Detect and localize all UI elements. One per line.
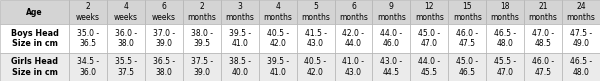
- Text: 45.0 -
47.0: 45.0 - 47.0: [418, 29, 440, 48]
- Text: 35.5 -
37.5: 35.5 - 37.5: [115, 57, 137, 77]
- Text: 5
months: 5 months: [301, 2, 330, 22]
- Text: 46.5 -
48.0: 46.5 - 48.0: [570, 57, 592, 77]
- Bar: [259, 24, 296, 53]
- Bar: [145, 24, 183, 53]
- Text: 6
months: 6 months: [339, 2, 368, 22]
- Bar: [259, 53, 296, 81]
- Bar: [107, 24, 145, 53]
- Bar: [335, 0, 373, 24]
- Bar: [0, 24, 69, 53]
- Bar: [524, 0, 562, 24]
- Text: 21
months: 21 months: [529, 2, 557, 22]
- Bar: [410, 53, 448, 81]
- Text: 37.5 -
39.0: 37.5 - 39.0: [191, 57, 213, 77]
- Text: 34.5 -
36.0: 34.5 - 36.0: [77, 57, 99, 77]
- Text: 46.0 -
47.5: 46.0 - 47.5: [456, 29, 478, 48]
- Bar: [145, 0, 183, 24]
- Text: 41.5 -
43.0: 41.5 - 43.0: [305, 29, 326, 48]
- Text: 24
months: 24 months: [566, 2, 595, 22]
- Bar: [448, 0, 486, 24]
- Text: 35.0 -
36.5: 35.0 - 36.5: [77, 29, 99, 48]
- Text: 46.5 -
48.0: 46.5 - 48.0: [494, 29, 516, 48]
- Bar: [524, 24, 562, 53]
- Bar: [448, 24, 486, 53]
- Bar: [335, 53, 373, 81]
- Bar: [410, 0, 448, 24]
- Bar: [183, 0, 221, 24]
- Bar: [335, 24, 373, 53]
- Text: 47.5 -
49.0: 47.5 - 49.0: [570, 29, 592, 48]
- Text: 18
months: 18 months: [491, 2, 520, 22]
- Bar: [221, 0, 259, 24]
- Bar: [486, 53, 524, 81]
- Bar: [183, 53, 221, 81]
- Bar: [221, 24, 259, 53]
- Text: 45.5 -
47.0: 45.5 - 47.0: [494, 57, 516, 77]
- Bar: [0, 0, 69, 24]
- Bar: [183, 24, 221, 53]
- Text: 40.5 -
42.0: 40.5 - 42.0: [304, 57, 326, 77]
- Text: 6
weeks: 6 weeks: [152, 2, 176, 22]
- Text: Girls Head
Size in cm: Girls Head Size in cm: [11, 57, 58, 77]
- Text: 12
months: 12 months: [415, 2, 444, 22]
- Bar: [410, 24, 448, 53]
- Text: 38.5 -
40.0: 38.5 - 40.0: [229, 57, 251, 77]
- Text: 43.0 -
44.5: 43.0 - 44.5: [380, 57, 403, 77]
- Text: Boys Head
Size in cm: Boys Head Size in cm: [11, 29, 58, 48]
- Bar: [373, 53, 410, 81]
- Bar: [69, 0, 107, 24]
- Bar: [373, 24, 410, 53]
- Text: 37.0 -
39.0: 37.0 - 39.0: [153, 29, 175, 48]
- Bar: [296, 53, 335, 81]
- Bar: [0, 53, 69, 81]
- Bar: [296, 24, 335, 53]
- Bar: [296, 0, 335, 24]
- Bar: [448, 53, 486, 81]
- Text: 38.0 -
39.5: 38.0 - 39.5: [191, 29, 213, 48]
- Text: 4
weeks: 4 weeks: [114, 2, 138, 22]
- Bar: [486, 24, 524, 53]
- Text: 44.0 -
46.0: 44.0 - 46.0: [380, 29, 403, 48]
- Text: 36.5 -
38.0: 36.5 - 38.0: [153, 57, 175, 77]
- Bar: [524, 53, 562, 81]
- Bar: [373, 0, 410, 24]
- Text: 3
months: 3 months: [225, 2, 254, 22]
- Bar: [486, 0, 524, 24]
- Text: 42.0 -
44.0: 42.0 - 44.0: [343, 29, 364, 48]
- Text: 15
months: 15 months: [453, 2, 482, 22]
- Bar: [259, 0, 296, 24]
- Text: Age: Age: [26, 8, 43, 17]
- Text: 44.0 -
45.5: 44.0 - 45.5: [418, 57, 440, 77]
- Text: 39.5 -
41.0: 39.5 - 41.0: [266, 57, 289, 77]
- Bar: [69, 53, 107, 81]
- Text: 2
months: 2 months: [187, 2, 216, 22]
- Bar: [221, 53, 259, 81]
- Bar: [107, 53, 145, 81]
- Text: 2
weeks: 2 weeks: [76, 2, 100, 22]
- Bar: [562, 24, 600, 53]
- Bar: [562, 0, 600, 24]
- Bar: [107, 0, 145, 24]
- Text: 39.5 -
41.0: 39.5 - 41.0: [229, 29, 251, 48]
- Text: 40.5 -
42.0: 40.5 - 42.0: [266, 29, 289, 48]
- Bar: [562, 53, 600, 81]
- Text: 9
months: 9 months: [377, 2, 406, 22]
- Bar: [145, 53, 183, 81]
- Text: 36.0 -
38.0: 36.0 - 38.0: [115, 29, 137, 48]
- Text: 47.0 -
48.5: 47.0 - 48.5: [532, 29, 554, 48]
- Text: 41.0 -
43.0: 41.0 - 43.0: [343, 57, 364, 77]
- Text: 45.0 -
46.5: 45.0 - 46.5: [456, 57, 478, 77]
- Text: 4
months: 4 months: [263, 2, 292, 22]
- Text: 46.0 -
47.5: 46.0 - 47.5: [532, 57, 554, 77]
- Bar: [69, 24, 107, 53]
